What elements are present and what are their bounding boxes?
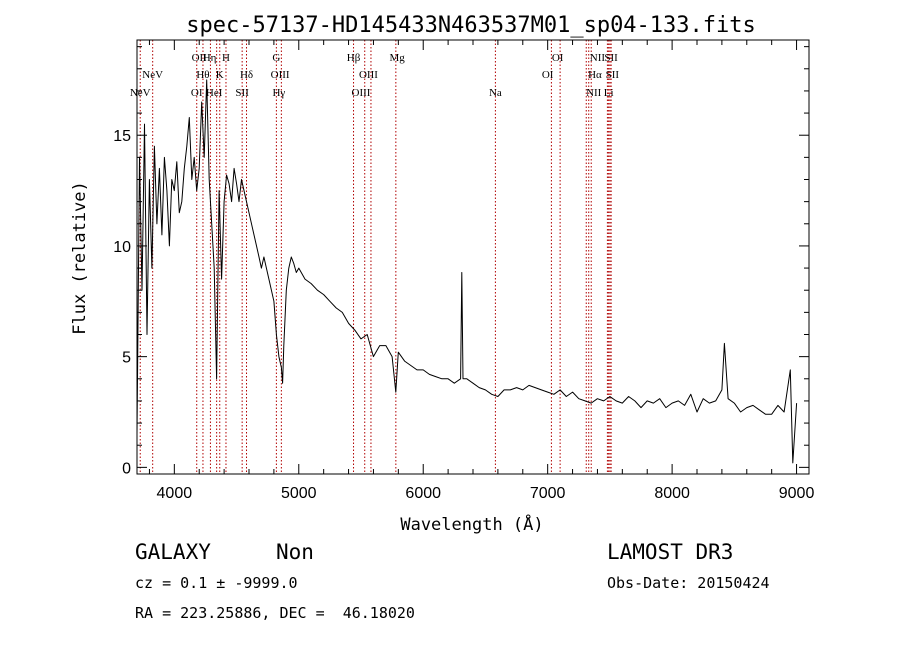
obs-date: Obs-Date: 20150424 [607, 574, 770, 592]
spectral-line-label: G [272, 52, 280, 64]
subclass-label: Non [276, 540, 314, 564]
spectral-line-label: Hδ [240, 69, 253, 81]
spectrum-series [136, 79, 798, 464]
y-tick-label: 5 [122, 350, 131, 367]
y-tick-label: 15 [113, 128, 131, 145]
y-axis-ticks: 0 5 10 15 [113, 46, 809, 477]
spectral-line-label: NeV [130, 87, 151, 99]
spectral-line-label: HeI [206, 87, 223, 99]
survey-label: LAMOST DR3 [607, 540, 734, 564]
y-axis-label: Flux (relative) [70, 181, 90, 335]
spectral-line-label: SII [606, 69, 620, 81]
spectral-line-labels: NeV NeV OII OI Hθ Hη HeI KH SII Hδ G OIII Hγ Hβ OIII OI… [130, 52, 620, 99]
chart-title: spec-57137-HD145433N463537M01_sp04-133.f… [186, 13, 756, 38]
spectrum-line [136, 79, 798, 464]
x-tick-label: 6000 [405, 485, 441, 502]
spectral-line-label: NII [590, 52, 606, 64]
class-label: GALAXY [135, 540, 211, 564]
spectral-line-label: NeV [142, 69, 163, 81]
spectral-line-label: H [222, 52, 230, 64]
y-tick-label: 10 [113, 239, 131, 256]
x-tick-label: 4000 [157, 485, 193, 502]
spectral-line-label: OI [191, 87, 203, 99]
y-tick-label: 0 [122, 460, 131, 477]
spectral-line-label: Hγ [272, 87, 285, 99]
spectral-line-label: NII [586, 87, 602, 99]
spectral-line-label: OIII [359, 69, 378, 81]
spectral-line-label: Hβ [347, 52, 361, 64]
spectral-line-label: Hη [203, 52, 217, 64]
spectral-line-label: Li [604, 87, 614, 99]
spectral-line-label: Mg [389, 52, 405, 64]
x-tick-label: 8000 [654, 485, 690, 502]
spectral-line-label: OIII [271, 69, 290, 81]
spectral-line-label: Hθ [196, 69, 209, 81]
spectral-line-label: SII [235, 87, 249, 99]
radec-text: RA = 223.25886, DEC = 46.18020 [135, 604, 415, 622]
spectral-line-label: OII [192, 52, 208, 64]
plot-frame [136, 39, 810, 475]
spectral-line-label: OIII [352, 87, 371, 99]
spectral-line-label: OI [542, 69, 554, 81]
spectral-line-label: OI [552, 52, 564, 64]
x-axis-ticks: 4000 5000 6000 7000 8000 9000 [148, 40, 815, 502]
x-tick-label: 9000 [779, 485, 815, 502]
x-axis-label: Wavelength (Å) [400, 513, 543, 535]
spectral-line-label: Na [489, 87, 502, 99]
line-markers [139, 40, 612, 474]
spectral-line-label: SII [604, 52, 618, 64]
redshift-text: cz = 0.1 ± -9999.0 [135, 574, 298, 592]
x-tick-label: 5000 [281, 485, 317, 502]
spectral-line-label: Hα [588, 69, 602, 81]
x-tick-label: 7000 [530, 485, 566, 502]
spectral-line-label: K [216, 69, 224, 81]
